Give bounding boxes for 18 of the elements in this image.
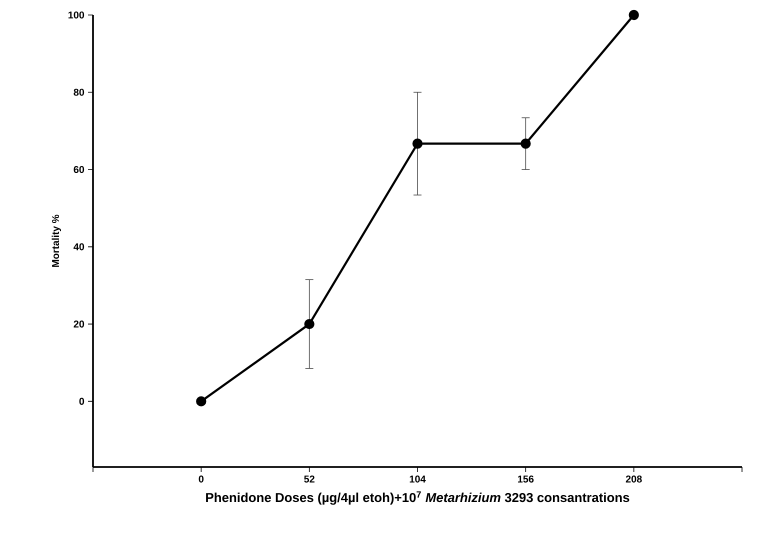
y-axis-title: Mortality % [52, 214, 62, 267]
point [412, 138, 423, 149]
y-tick-label: 20 [74, 320, 84, 328]
point [520, 138, 531, 149]
x-tick-label: 0 [198, 476, 204, 483]
x-tick-label: 104 [410, 476, 426, 483]
point [196, 396, 206, 406]
y-tick-label: 60 [74, 166, 84, 174]
y-tick-label: 100 [68, 11, 84, 19]
point [304, 318, 314, 330]
y-tick-label: 80 [74, 88, 84, 96]
point [628, 10, 639, 20]
x-tick-label: 208 [626, 476, 642, 483]
y-tick-label: 0 [79, 398, 84, 405]
x-axis-title: Phenidone Doses (µg/4µl etoh)+10$^{7}$ Metarhizium 3293 consantrations [206, 491, 630, 505]
y-tick-label: 40 [74, 243, 84, 250]
x-tick-label: 52 [304, 476, 314, 483]
x-tick-label: 156 [518, 476, 534, 483]
